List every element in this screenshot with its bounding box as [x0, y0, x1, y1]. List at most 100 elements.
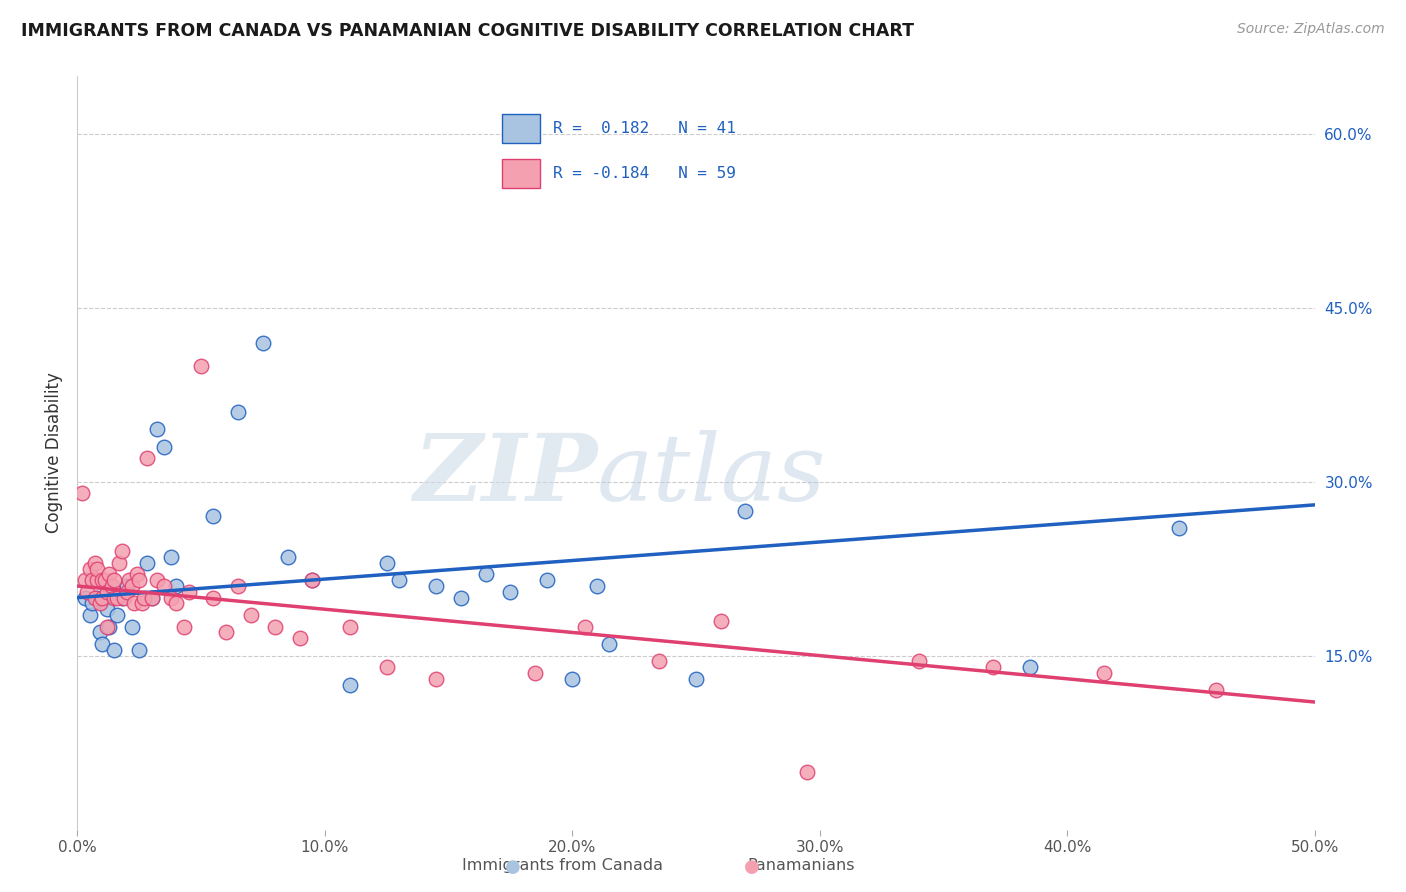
- Point: [536, 573, 558, 587]
- Point: [239, 608, 262, 623]
- Point: [98, 567, 121, 582]
- Point: [86, 591, 108, 605]
- Point: [153, 440, 176, 454]
- Point: [103, 573, 125, 587]
- Text: IMMIGRANTS FROM CANADA VS PANAMANIAN COGNITIVE DISABILITY CORRELATION CHART: IMMIGRANTS FROM CANADA VS PANAMANIAN COG…: [21, 22, 914, 40]
- Point: [288, 631, 311, 645]
- Point: [105, 608, 128, 623]
- Point: [474, 567, 496, 582]
- Point: [301, 573, 323, 587]
- Point: [981, 660, 1004, 674]
- Point: [226, 579, 249, 593]
- Point: [73, 573, 96, 587]
- Point: [165, 596, 187, 610]
- Point: [131, 596, 153, 610]
- Point: [165, 579, 187, 593]
- Point: [1092, 665, 1115, 680]
- Point: [796, 764, 818, 779]
- Text: ●: ●: [744, 858, 761, 876]
- Point: [339, 619, 361, 633]
- Point: [202, 509, 225, 524]
- Point: [598, 637, 620, 651]
- Point: [93, 573, 115, 587]
- Point: [145, 573, 167, 587]
- Point: [375, 660, 398, 674]
- Point: [135, 451, 157, 466]
- Point: [96, 602, 118, 616]
- Text: ZIP: ZIP: [413, 430, 598, 520]
- Point: [375, 556, 398, 570]
- Point: [145, 423, 167, 437]
- Point: [160, 591, 183, 605]
- Point: [91, 637, 114, 651]
- Point: [118, 573, 141, 587]
- Point: [79, 608, 101, 623]
- Point: [122, 596, 145, 610]
- Point: [115, 579, 138, 593]
- Point: [648, 655, 671, 669]
- Point: [76, 585, 98, 599]
- Point: [425, 579, 447, 593]
- Point: [252, 335, 274, 350]
- Point: [1205, 683, 1227, 698]
- Point: [79, 562, 101, 576]
- Point: [83, 556, 105, 570]
- Text: Panamanians: Panamanians: [748, 858, 855, 872]
- Point: [561, 672, 583, 686]
- Point: [73, 591, 96, 605]
- Point: [103, 642, 125, 657]
- Point: [105, 591, 128, 605]
- Point: [134, 591, 156, 605]
- Point: [82, 573, 104, 587]
- Point: [388, 573, 411, 587]
- Point: [1019, 660, 1042, 674]
- Point: [141, 591, 163, 605]
- Point: [574, 619, 596, 633]
- Point: [1167, 521, 1189, 535]
- Point: [101, 579, 124, 593]
- Point: [83, 591, 105, 605]
- Point: [226, 405, 249, 419]
- Point: [202, 591, 225, 605]
- Point: [121, 619, 143, 633]
- Point: [586, 579, 609, 593]
- Point: [103, 591, 125, 605]
- Point: [301, 573, 323, 587]
- Point: [89, 625, 111, 640]
- Point: [264, 619, 287, 633]
- Point: [734, 503, 756, 517]
- Point: [450, 591, 472, 605]
- Point: [339, 678, 361, 692]
- Point: [524, 665, 547, 680]
- Point: [82, 596, 104, 610]
- Point: [96, 585, 118, 599]
- Point: [91, 573, 114, 587]
- Point: [93, 591, 115, 605]
- Text: atlas: atlas: [598, 430, 827, 520]
- Point: [710, 614, 733, 628]
- Point: [86, 573, 108, 587]
- Point: [96, 619, 118, 633]
- Point: [108, 556, 131, 570]
- Point: [72, 486, 94, 500]
- Point: [141, 591, 163, 605]
- Text: Immigrants from Canada: Immigrants from Canada: [463, 858, 662, 872]
- Point: [86, 562, 108, 576]
- Point: [160, 549, 183, 565]
- Point: [215, 625, 238, 640]
- Point: [89, 596, 111, 610]
- Point: [128, 573, 150, 587]
- Point: [135, 556, 157, 570]
- Point: [190, 359, 212, 373]
- Point: [173, 619, 195, 633]
- Point: [177, 585, 200, 599]
- Point: [121, 579, 143, 593]
- Point: [425, 672, 447, 686]
- Point: [499, 585, 522, 599]
- Y-axis label: Cognitive Disability: Cognitive Disability: [45, 372, 63, 533]
- Point: [98, 619, 121, 633]
- Point: [91, 591, 114, 605]
- Point: [907, 655, 929, 669]
- Point: [111, 591, 134, 605]
- Point: [128, 642, 150, 657]
